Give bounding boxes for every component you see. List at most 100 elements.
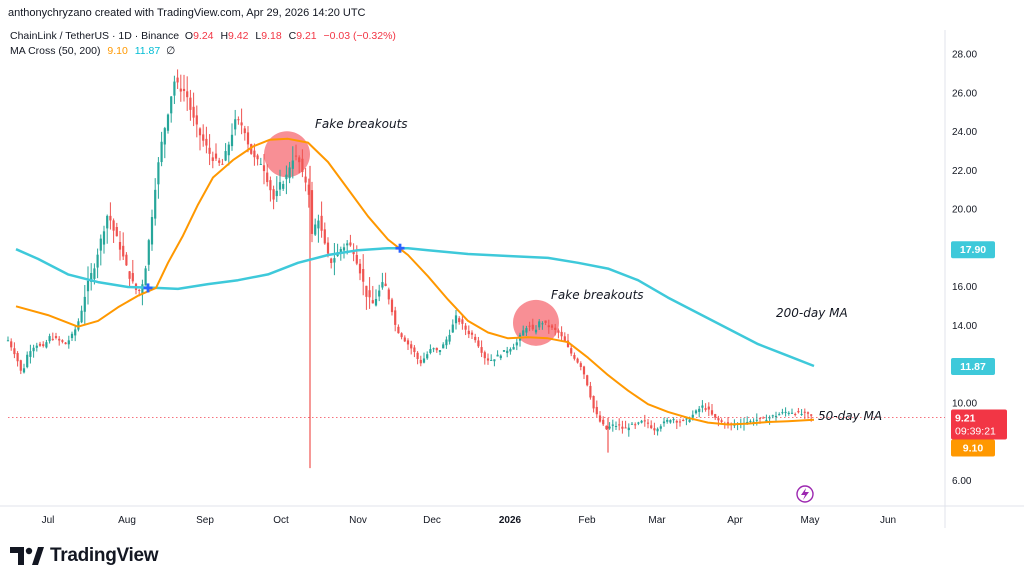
candle-body-164	[531, 324, 534, 330]
lightning-icon[interactable]	[796, 485, 814, 503]
candle-body-76	[250, 144, 253, 154]
candle-body-128	[416, 352, 419, 359]
candle-body-124	[403, 337, 406, 342]
candle-body-77	[253, 150, 256, 158]
candle-body-29	[99, 238, 102, 251]
candle-body-165	[534, 329, 538, 333]
settings-icon[interactable]: ∅	[166, 45, 176, 57]
golden-cross-marker-icon	[143, 283, 153, 293]
candle-body-140	[454, 315, 458, 324]
death-cross-marker-icon	[395, 243, 405, 253]
symbol-legend[interactable]: ChainLink / TetherUS · 1D · Binance O9.2…	[10, 30, 396, 42]
candle-body-248	[800, 413, 803, 415]
candle-body-26	[90, 273, 93, 282]
candle-body-91	[298, 157, 301, 163]
candle-body-32	[109, 215, 112, 221]
y-tick-label-3: 22.00	[952, 166, 977, 177]
candle-body-196	[634, 424, 637, 426]
candle-body-74	[243, 128, 246, 134]
candle-body-18	[64, 342, 67, 345]
candle-body-58	[192, 106, 195, 118]
candle-body-96	[314, 224, 317, 235]
candle-body-83	[272, 189, 275, 200]
candle-body-144	[467, 330, 470, 335]
candle-body-163	[528, 325, 531, 327]
annotation-0: Fake breakouts	[315, 117, 408, 131]
open-value: 9.24	[193, 30, 214, 42]
fake-breakout-highlight-oct	[264, 131, 310, 178]
candle-body-126	[410, 344, 413, 349]
candle-body-63	[208, 147, 211, 154]
candle-body-232	[749, 421, 752, 423]
candle-body-169	[547, 325, 550, 328]
candle-body-90	[294, 155, 298, 157]
candle-body-243	[784, 411, 787, 413]
candle-body-73	[240, 122, 243, 126]
candle-body-6	[26, 354, 29, 368]
candle-body-66	[218, 160, 221, 163]
candle-body-172	[557, 330, 560, 333]
candle-body-88	[288, 167, 291, 179]
candle-body-57	[189, 97, 192, 110]
candle-body-168	[544, 320, 547, 323]
candle-body-162	[525, 328, 528, 333]
candle-body-200	[646, 422, 650, 424]
candle-body-65	[214, 153, 218, 159]
candle-body-106	[346, 243, 349, 246]
x-tick-label-11: Jun	[880, 515, 896, 526]
candle-body-118	[384, 283, 387, 287]
candle-body-49	[163, 128, 166, 145]
ma200-current-price-tag: 11.87	[960, 361, 986, 373]
symbol-title: ChainLink / TetherUS · 1D · Binance	[10, 30, 180, 42]
candle-body-35	[118, 241, 122, 250]
candle-body-214	[691, 414, 694, 418]
candle-body-81	[266, 172, 269, 183]
brand-name: TradingView	[50, 545, 159, 566]
x-tick-label-9: Apr	[727, 515, 743, 526]
ma50-legend-value: 9.10	[107, 45, 128, 57]
candle-body-60	[198, 128, 202, 136]
candle-body-131	[426, 354, 429, 359]
candle-body-137	[445, 339, 448, 346]
candle-body-82	[269, 180, 272, 191]
candle-body-146	[474, 336, 477, 341]
candle-body-207	[669, 420, 672, 423]
x-tick-label-8: Mar	[648, 515, 666, 526]
ma50-price-tag: 9.10	[963, 443, 984, 455]
candle-body-155	[502, 350, 506, 352]
candle-body-108	[352, 250, 355, 255]
candle-body-139	[451, 324, 454, 333]
candle-body-151	[490, 359, 493, 361]
candle-body-117	[381, 282, 384, 288]
candle-body-173	[560, 331, 563, 337]
candle-body-167	[541, 323, 544, 325]
candle-body-48	[160, 141, 163, 163]
candle-body-80	[262, 165, 266, 172]
candle-body-61	[202, 134, 205, 141]
indicator-legend[interactable]: MA Cross (50, 200) 9.10 11.87 ∅	[10, 45, 175, 57]
candle-body-27	[93, 268, 96, 279]
candle-body-92	[301, 158, 304, 172]
candle-body-156	[506, 350, 509, 354]
candle-body-84	[275, 190, 278, 197]
candle-body-153	[496, 354, 499, 357]
candle-body-17	[61, 340, 64, 342]
candle-body-25	[86, 280, 90, 292]
y-tick-label-6: 14.00	[952, 321, 977, 332]
candle-body-30	[102, 231, 106, 245]
x-tick-label-10: May	[801, 515, 820, 526]
candle-body-231	[746, 421, 749, 423]
candle-body-219	[707, 406, 710, 410]
candle-body-98	[320, 215, 323, 231]
candle-body-28	[96, 254, 99, 268]
indicator-title: MA Cross (50, 200)	[10, 45, 101, 57]
brand-logo[interactable]: TradingView	[10, 545, 159, 567]
candle-body-67	[221, 163, 224, 165]
candle-body-43	[144, 268, 147, 286]
candle-body-10	[38, 343, 42, 346]
candle-body-123	[400, 333, 403, 338]
candle-body-21	[74, 329, 77, 336]
candle-body-191	[618, 424, 621, 426]
candle-body-119	[387, 289, 390, 300]
